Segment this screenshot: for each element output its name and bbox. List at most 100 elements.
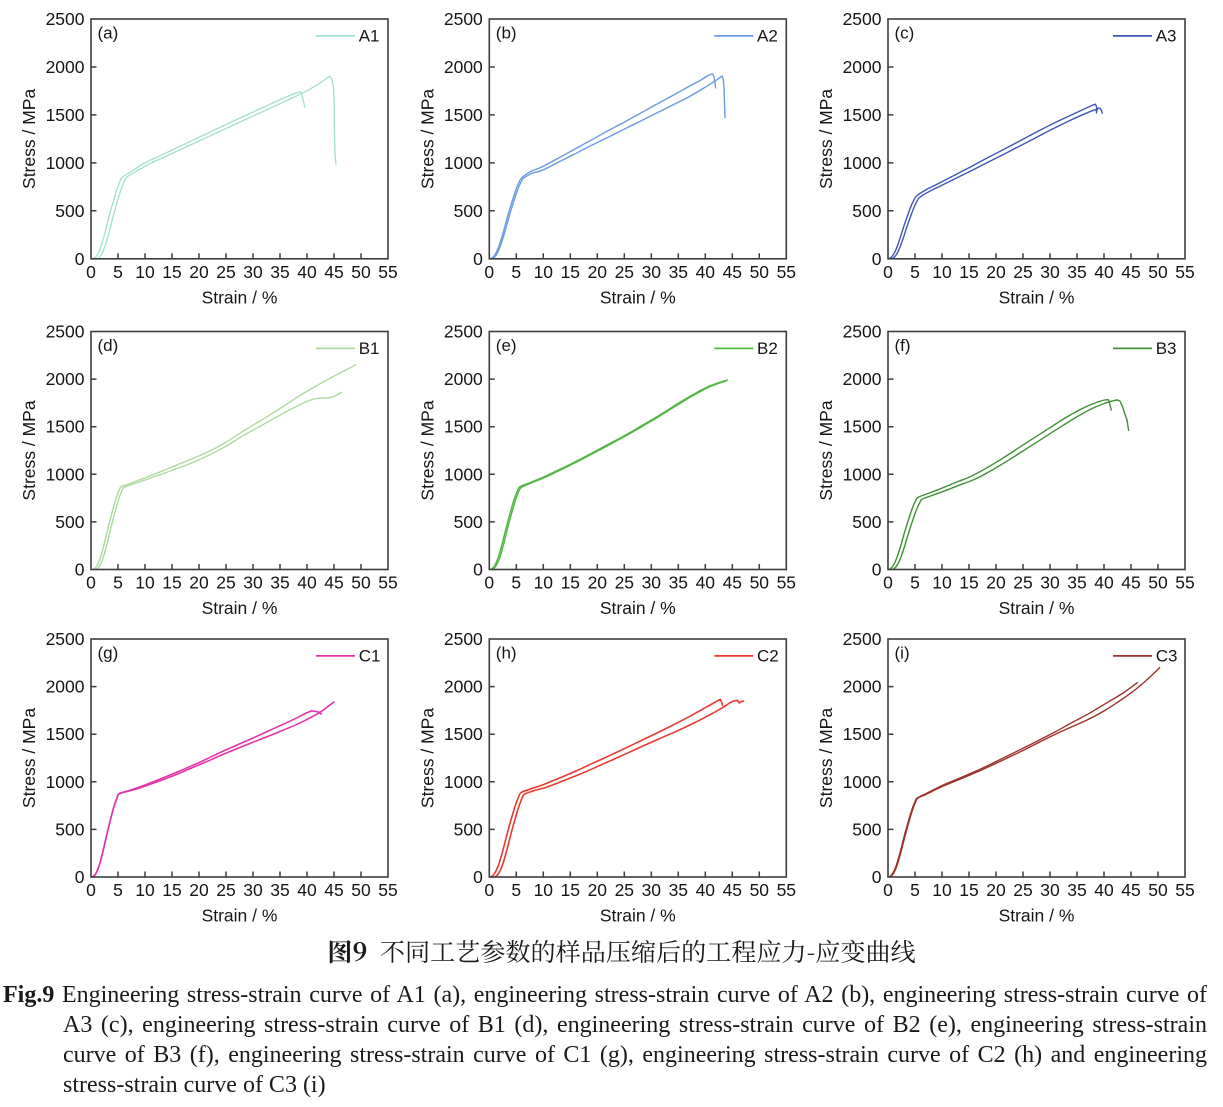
svg-text:20: 20 [588,880,608,900]
svg-text:Stress / MPa: Stress / MPa [417,89,437,189]
svg-text:10: 10 [534,262,554,282]
svg-text:50: 50 [351,573,371,593]
svg-text:Stress / MPa: Stress / MPa [417,400,437,500]
svg-text:10: 10 [932,880,952,900]
svg-text:C2: C2 [757,647,779,666]
svg-text:55: 55 [378,573,397,593]
svg-text:1500: 1500 [444,105,483,125]
svg-text:0: 0 [883,573,893,593]
svg-text:10: 10 [534,573,554,593]
svg-text:2000: 2000 [843,57,882,77]
svg-text:50: 50 [1148,573,1168,593]
svg-text:0: 0 [86,573,96,593]
svg-text:(c): (c) [895,24,915,43]
svg-text:35: 35 [1067,880,1086,900]
svg-text:1000: 1000 [843,464,882,484]
svg-text:25: 25 [216,262,235,282]
svg-text:Stress / MPa: Stress / MPa [19,708,39,808]
svg-text:20: 20 [986,880,1006,900]
svg-text:Stress / MPa: Stress / MPa [816,400,836,500]
svg-text:1500: 1500 [843,105,882,125]
svg-text:2000: 2000 [444,677,483,697]
svg-text:25: 25 [1013,573,1032,593]
svg-text:2500: 2500 [444,9,483,29]
svg-text:55: 55 [777,573,796,593]
svg-text:1000: 1000 [444,772,483,792]
svg-text:Strain / %: Strain / % [600,287,676,307]
svg-text:35: 35 [669,573,688,593]
svg-text:25: 25 [1013,880,1032,900]
svg-text:0: 0 [75,560,85,580]
svg-text:5: 5 [113,880,123,900]
svg-text:500: 500 [55,201,84,221]
svg-text:1500: 1500 [46,417,85,437]
svg-text:15: 15 [561,573,580,593]
svg-text:40: 40 [1094,573,1114,593]
svg-text:A3: A3 [1156,27,1177,46]
svg-text:0: 0 [86,262,96,282]
svg-text:35: 35 [270,262,289,282]
svg-text:1500: 1500 [843,417,882,437]
svg-text:40: 40 [1094,262,1114,282]
svg-text:(i): (i) [895,644,910,663]
svg-text:25: 25 [216,880,235,900]
svg-text:20: 20 [189,262,209,282]
svg-text:0: 0 [473,867,483,887]
svg-text:50: 50 [351,880,371,900]
svg-text:30: 30 [1040,573,1060,593]
svg-text:B1: B1 [359,339,380,358]
svg-text:1000: 1000 [444,464,483,484]
svg-text:25: 25 [615,262,634,282]
svg-text:C3: C3 [1156,647,1178,666]
svg-text:15: 15 [561,262,580,282]
svg-text:25: 25 [1013,262,1032,282]
svg-text:30: 30 [1040,880,1060,900]
svg-text:5: 5 [511,573,521,593]
svg-text:20: 20 [588,262,608,282]
svg-text:30: 30 [642,262,662,282]
svg-text:0: 0 [872,560,882,580]
svg-text:A2: A2 [757,27,778,46]
svg-text:15: 15 [162,880,181,900]
svg-text:45: 45 [1121,262,1140,282]
svg-text:50: 50 [750,573,770,593]
svg-text:Stress / MPa: Stress / MPa [417,708,437,808]
svg-text:2000: 2000 [46,677,85,697]
svg-text:1000: 1000 [843,772,882,792]
svg-text:55: 55 [378,880,397,900]
svg-text:0: 0 [484,880,494,900]
svg-text:45: 45 [723,880,742,900]
svg-text:1000: 1000 [46,772,85,792]
svg-text:2500: 2500 [46,322,85,342]
svg-text:2000: 2000 [46,57,85,77]
svg-text:40: 40 [696,573,716,593]
svg-text:30: 30 [243,262,263,282]
svg-text:2500: 2500 [444,322,483,342]
svg-text:(g): (g) [98,644,119,663]
svg-text:0: 0 [484,262,494,282]
svg-text:(a): (a) [98,24,119,43]
svg-text:20: 20 [986,262,1006,282]
svg-text:1000: 1000 [843,153,882,173]
svg-text:20: 20 [189,880,209,900]
svg-text:2500: 2500 [843,9,882,29]
svg-text:1000: 1000 [46,153,85,173]
svg-text:1000: 1000 [46,464,85,484]
svg-text:55: 55 [1175,573,1194,593]
svg-text:15: 15 [162,573,181,593]
svg-text:1500: 1500 [843,724,882,744]
svg-text:40: 40 [297,573,317,593]
svg-text:10: 10 [135,573,155,593]
svg-text:25: 25 [615,573,634,593]
svg-text:2000: 2000 [46,369,85,389]
svg-text:B3: B3 [1156,339,1177,358]
svg-text:10: 10 [135,262,155,282]
svg-text:2000: 2000 [444,57,483,77]
svg-text:B2: B2 [757,339,778,358]
svg-text:45: 45 [1121,880,1140,900]
svg-text:Strain / %: Strain / % [202,287,278,307]
svg-text:45: 45 [723,573,742,593]
svg-text:45: 45 [723,262,742,282]
svg-text:40: 40 [696,880,716,900]
svg-text:2500: 2500 [444,629,483,649]
